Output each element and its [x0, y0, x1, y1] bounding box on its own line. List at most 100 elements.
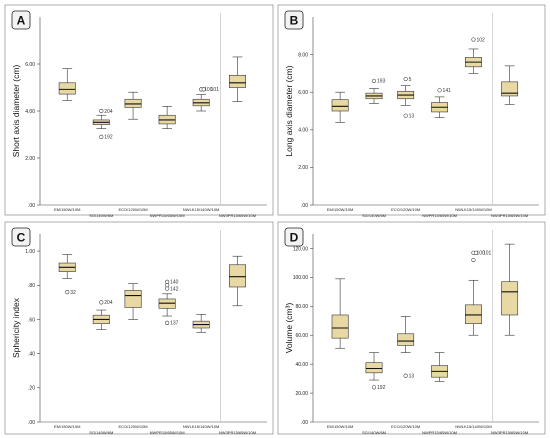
- outlier-point: [471, 37, 476, 42]
- box-2: 204 SG/140W/6M: [89, 300, 113, 435]
- y-tick-label: 80.00: [295, 304, 308, 310]
- iqr-box: [501, 81, 519, 97]
- x-category-label: EM/150W/10M: [327, 207, 353, 212]
- outlier-label: 100: [476, 251, 485, 257]
- y-tick-label: 120.00: [293, 246, 309, 252]
- x-category-label: NWLK15/140W/10M: [455, 424, 491, 429]
- x-category-label: ECO/120W/10M: [391, 207, 420, 212]
- iqr-box: [229, 74, 246, 88]
- y-tick-label: .40: [28, 351, 35, 357]
- panel-frame: [4, 4, 274, 216]
- panel-label-badge: [284, 227, 304, 247]
- outlier-label: 204: [104, 109, 113, 115]
- x-category-label: NW3PR15/65W/10M: [491, 430, 528, 435]
- y-axis-title: Volume (cm³): [284, 303, 294, 354]
- y-axis-title: Sphericity index: [11, 297, 21, 358]
- chart-panel-b: B .00 2.00 4.00 6.00 8.00 Long axis diameter (…: [277, 4, 546, 218]
- y-tick-label: 4.00: [298, 128, 308, 134]
- box-2: 192 SG/140W/6M: [362, 352, 386, 435]
- y-tick-label: 2.00: [25, 156, 35, 162]
- box-6: NW3PR15/65W/10M: [219, 255, 256, 435]
- outlier-point: [165, 320, 170, 325]
- y-tick-label: .80: [28, 283, 35, 289]
- outlier-label: 13: [409, 374, 415, 380]
- x-category-label: SG/140W/6M: [362, 430, 386, 435]
- outlier-label: 5: [409, 77, 412, 83]
- panel-label: A: [17, 14, 26, 28]
- outlier-point: [403, 113, 408, 118]
- y-tick-label: .00: [28, 420, 35, 426]
- box-1: EM/150W/10M: [54, 68, 80, 212]
- y-tick-label: 100.00: [293, 275, 309, 281]
- x-category-label: NWPR15/65W/10M: [150, 213, 185, 218]
- box-4: NWPR15/65W/10M: [422, 352, 457, 435]
- y-tick-label: .00: [301, 420, 308, 426]
- box-1: EM/150W/10M: [327, 278, 353, 429]
- panel-frame: [4, 221, 274, 435]
- x-category-label: ECO/120W/10M: [391, 424, 420, 429]
- panel-label-badge: [11, 10, 31, 30]
- box-1: 32 EM/150W/10M: [54, 254, 80, 429]
- x-category-label: ECO/120W/10M: [119, 207, 148, 212]
- outlier-point: [403, 76, 408, 82]
- panel-label: B: [290, 14, 299, 28]
- outlier-point: [403, 373, 408, 378]
- box-6: NW3PR15/65W/10M: [491, 65, 528, 218]
- outlier-label: 141: [443, 88, 452, 94]
- y-tick-label: .20: [28, 386, 35, 392]
- outlier-point: [473, 250, 479, 255]
- x-category-label: NW3PR15/65W/10M: [491, 213, 528, 218]
- panel-label-badge: [11, 227, 31, 247]
- y-tick-label: 8.00: [298, 52, 308, 58]
- outlier-point: [371, 78, 377, 83]
- outlier-point: [371, 385, 377, 390]
- y-tick-label: 4.00: [25, 109, 35, 115]
- box-4: 141 NWPR15/65W/10M: [422, 88, 457, 218]
- x-category-label: NWLK15/140W/10M: [455, 207, 491, 212]
- outlier-point: [471, 257, 476, 263]
- outlier-label: 193: [377, 79, 386, 85]
- outlier-label: 101: [483, 251, 492, 257]
- box-2: 193 SG/140W/6M: [362, 79, 386, 218]
- outlier-point: [65, 290, 70, 295]
- outlier-label: 13: [409, 114, 415, 120]
- box-6: NW3PR15/65W/10M: [491, 243, 528, 435]
- x-category-label: NW3PR15/65W/10M: [219, 213, 256, 218]
- y-tick-label: 20.00: [295, 391, 308, 397]
- iqr-box: [501, 281, 519, 316]
- box-1: EM/150W/10M: [327, 91, 353, 212]
- x-category-label: SG/140W/6M: [89, 213, 113, 218]
- outlier-point: [165, 283, 170, 288]
- box-3: ECO/120W/10M: [119, 283, 148, 429]
- iqr-box: [58, 82, 76, 95]
- x-category-label: NWPR15/65W/10M: [422, 213, 457, 218]
- y-tick-label: 1.00: [25, 249, 35, 255]
- x-category-label: NWPR15/65W/10M: [422, 430, 457, 435]
- box-3: ECO/120W/10M: [119, 91, 148, 212]
- outlier-label: 101: [211, 87, 220, 93]
- x-category-label: NWLK15/140W/10M: [183, 207, 219, 212]
- outlier-label: 142: [170, 286, 179, 292]
- outlier-point: [99, 134, 104, 139]
- x-category-label: SG/140W/6M: [362, 213, 386, 218]
- box-3: 13 ECO/120W/10M: [391, 316, 420, 429]
- panel-label-badge: [284, 10, 304, 30]
- iqr-box: [397, 333, 415, 346]
- iqr-box: [365, 362, 383, 374]
- y-axis-title: Long axis diameter (cm): [284, 65, 294, 156]
- y-axis-title: Short axis diameter (cm): [11, 65, 21, 158]
- panel-label: D: [290, 231, 299, 245]
- x-category-label: NWLK15/140W/10M: [183, 424, 219, 429]
- box-5: NWLK15/140W/10M: [183, 314, 219, 429]
- outlier-label: 137: [170, 321, 179, 327]
- y-tick-label: .00: [28, 203, 35, 209]
- box-2: 204 192 SG/140W/6M: [89, 109, 113, 218]
- x-category-label: EM/150W/10M: [327, 424, 353, 429]
- iqr-box: [124, 98, 142, 108]
- iqr-box: [124, 290, 142, 308]
- x-category-label: ECO/120W/10M: [119, 424, 148, 429]
- x-category-label: NWPR15/65W/10M: [150, 430, 185, 435]
- x-category-label: EM/150W/10M: [54, 424, 80, 429]
